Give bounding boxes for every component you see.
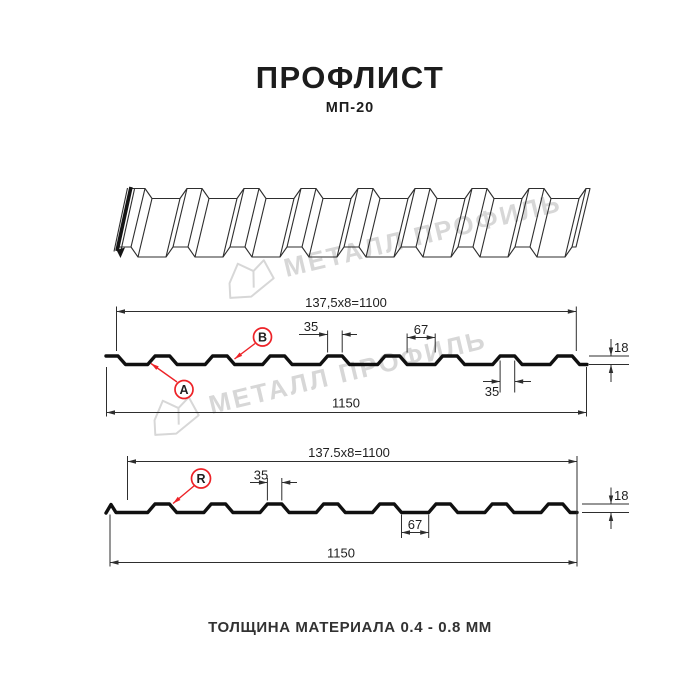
dimension-label: 35 — [485, 384, 499, 399]
dimension-label: 137.5x8=1100 — [308, 445, 390, 460]
marker-a: A — [150, 362, 194, 400]
dimension-label: B — [258, 330, 267, 344]
watermark-bottom: МЕТАЛЛ ПРОФИЛЬ — [143, 318, 491, 440]
dimension-label: 35 — [304, 319, 318, 334]
dimension-label: 67 — [408, 517, 422, 532]
perspective-view — [113, 186, 591, 258]
dimension-label: 35 — [254, 468, 268, 483]
page-title: ПРОФЛИСТ — [255, 60, 445, 95]
dimension-label: 1150 — [327, 546, 355, 561]
marker-b: B — [234, 327, 273, 360]
dimension-label: 1150 — [332, 396, 360, 411]
watermark-top: МЕТАЛЛ ПРОФИЛЬ — [218, 181, 566, 303]
dimension-label: A — [179, 383, 188, 397]
metal-profil-logo-icon — [153, 396, 200, 436]
dimension-label: 18 — [614, 488, 628, 503]
metal-profil-logo-icon — [228, 259, 275, 299]
profile-section-top: 137,5x8=1100 1150 35 67 35 18 B A — [104, 295, 629, 417]
page-subtitle: МП-20 — [325, 100, 375, 116]
dimension-label: R — [196, 472, 205, 486]
marker-r: R — [172, 468, 212, 505]
dimension-label: 67 — [414, 322, 428, 337]
material-thickness-note: ТОЛЩИНА МАТЕРИАЛА 0.4 - 0.8 ММ — [208, 619, 492, 636]
dimension-label: 137,5x8=1100 — [305, 295, 387, 310]
profile-section-bottom: 137.5x8=1100 1150 35 67 18 R — [104, 445, 629, 567]
dimension-label: 18 — [614, 340, 628, 355]
